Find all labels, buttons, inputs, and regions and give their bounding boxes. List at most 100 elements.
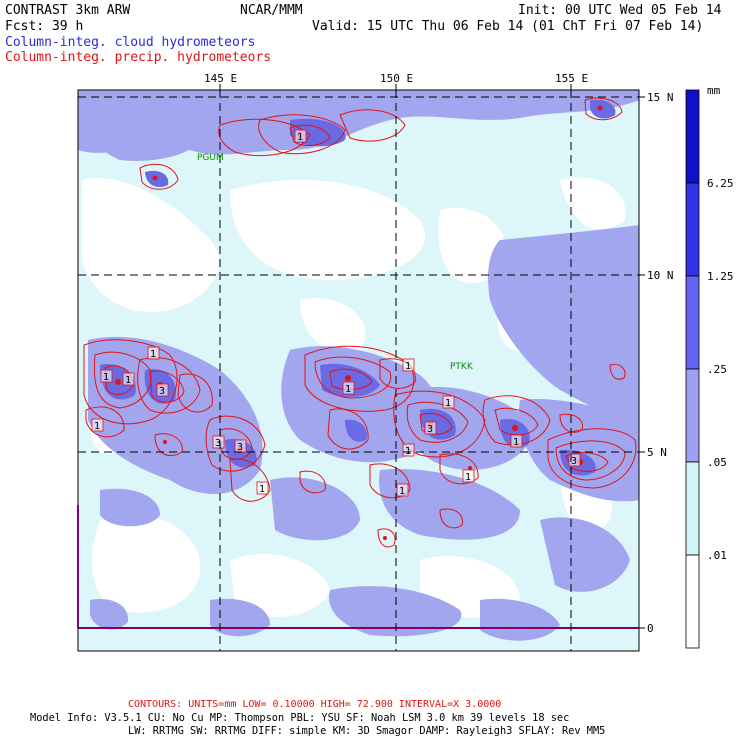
precip-contour (565, 452, 609, 472)
precip-contour (369, 463, 411, 499)
contour-label: 1 (94, 421, 100, 432)
precip-core (468, 466, 472, 470)
cloud-region (85, 99, 202, 161)
contour-label-box (256, 481, 269, 495)
precip-contour (329, 368, 373, 390)
contour-label-box (342, 381, 355, 395)
axis-ticks (219, 84, 645, 629)
precip-contour (494, 407, 539, 436)
contour-label: 1 (399, 486, 405, 497)
cloud-region (379, 469, 520, 540)
cloud-core (590, 99, 616, 119)
lat-label: 15 N (647, 91, 674, 104)
cloud-region (281, 346, 439, 463)
contour-label-group: 113113111111313131 (91, 129, 581, 497)
precip-contour (379, 358, 416, 389)
contour-label: 3 (427, 424, 433, 435)
valid-time: Valid: 15 UTC Thu 06 Feb 14 (01 ChT Fri … (312, 19, 704, 34)
cloud-region (519, 399, 639, 502)
precip-contour (85, 406, 125, 438)
grid-lines (78, 90, 639, 651)
colorbar-segment (685, 89, 700, 184)
contour-label: 3 (237, 442, 243, 453)
contour-label: 1 (103, 372, 109, 383)
precip-contour (177, 373, 213, 413)
precip-contour (229, 458, 271, 502)
contour-label: 1 (405, 361, 411, 372)
cloud-region (270, 477, 360, 541)
station-label-ptkk: PTKK (450, 362, 474, 372)
cloud-core (225, 439, 257, 468)
colorbar-label: .05 (707, 456, 727, 469)
cloud-region (488, 225, 639, 420)
precip-contour (559, 413, 584, 433)
precip-contour (205, 415, 266, 472)
precip-core (163, 440, 167, 444)
precip-contours (83, 97, 637, 548)
contour-label-box (510, 434, 523, 448)
field-cloud-label: Column-integ. cloud hydrometeors (5, 35, 256, 50)
precip-contour (439, 508, 464, 529)
precip-contour (406, 401, 469, 443)
model-title: CONTRAST 3km ARW (5, 3, 131, 18)
contour-label: 1 (513, 437, 519, 448)
precip-contour (93, 351, 152, 409)
precip-contour (327, 408, 369, 450)
cloud-core (345, 419, 367, 442)
precip-contour (149, 370, 185, 403)
contour-label: 1 (345, 384, 351, 395)
precip-contour (339, 109, 406, 142)
lon-label: 155 E (555, 72, 588, 85)
clear-area (560, 177, 626, 230)
colorbar-label: .01 (707, 549, 727, 562)
contour-label: 1 (445, 398, 451, 409)
clear-area (230, 180, 426, 280)
precip-contour (83, 339, 178, 425)
precip-core (383, 536, 387, 540)
cloud-region (100, 488, 160, 527)
contour-label-box (91, 418, 104, 432)
colorbar-segment (685, 182, 700, 277)
init-time: Init: 00 UTC Wed 05 Feb 14 (518, 3, 722, 18)
precip-contour (609, 363, 626, 380)
contour-label-box (442, 395, 455, 409)
colorbar: mm 6.25 1.25 .25 .05 .01 (685, 84, 734, 649)
contour-label-box (424, 421, 437, 435)
contour-label-box (294, 129, 307, 143)
colorbar-label: 1.25 (707, 270, 734, 283)
precip-core (597, 105, 603, 111)
precip-contour (219, 428, 253, 460)
contour-label-box (212, 435, 225, 449)
precip-contour (482, 395, 551, 446)
colorbar-units: mm (707, 84, 721, 97)
cloud-region (540, 517, 630, 592)
organization-label: NCAR/MMM (240, 3, 303, 18)
contour-label-box (402, 358, 415, 372)
contour-label-box (462, 469, 475, 483)
contour-label-box (100, 369, 113, 383)
cloud-region (90, 598, 129, 630)
clear-area (82, 178, 219, 312)
station-label-pgum: PGUM (197, 153, 224, 163)
precip-contour (584, 97, 623, 121)
clear-area (438, 208, 506, 284)
colorbar-segment (685, 554, 700, 649)
lat-label: 5 N (647, 446, 667, 459)
precip-contour (314, 356, 392, 399)
cloud-region (480, 598, 560, 641)
precip-contour (299, 470, 326, 494)
colorbar-label: .25 (707, 363, 727, 376)
forecast-hour: Fcst: 39 h (5, 19, 84, 34)
cloud-region (405, 386, 532, 470)
contour-label: 3 (159, 386, 165, 397)
precip-contour (139, 163, 179, 190)
precip-contour (377, 528, 396, 548)
contour-label-box (396, 483, 409, 497)
precip-core (512, 425, 518, 431)
cloud-region (78, 90, 639, 155)
lat-label: 10 N (647, 269, 674, 282)
cloud-region (329, 586, 462, 637)
model-info-line-2: LW: RRTMG SW: RRTMG DIFF: simple KM: 3D … (128, 725, 606, 737)
cloud-core (320, 363, 380, 397)
precip-contour (304, 345, 415, 412)
